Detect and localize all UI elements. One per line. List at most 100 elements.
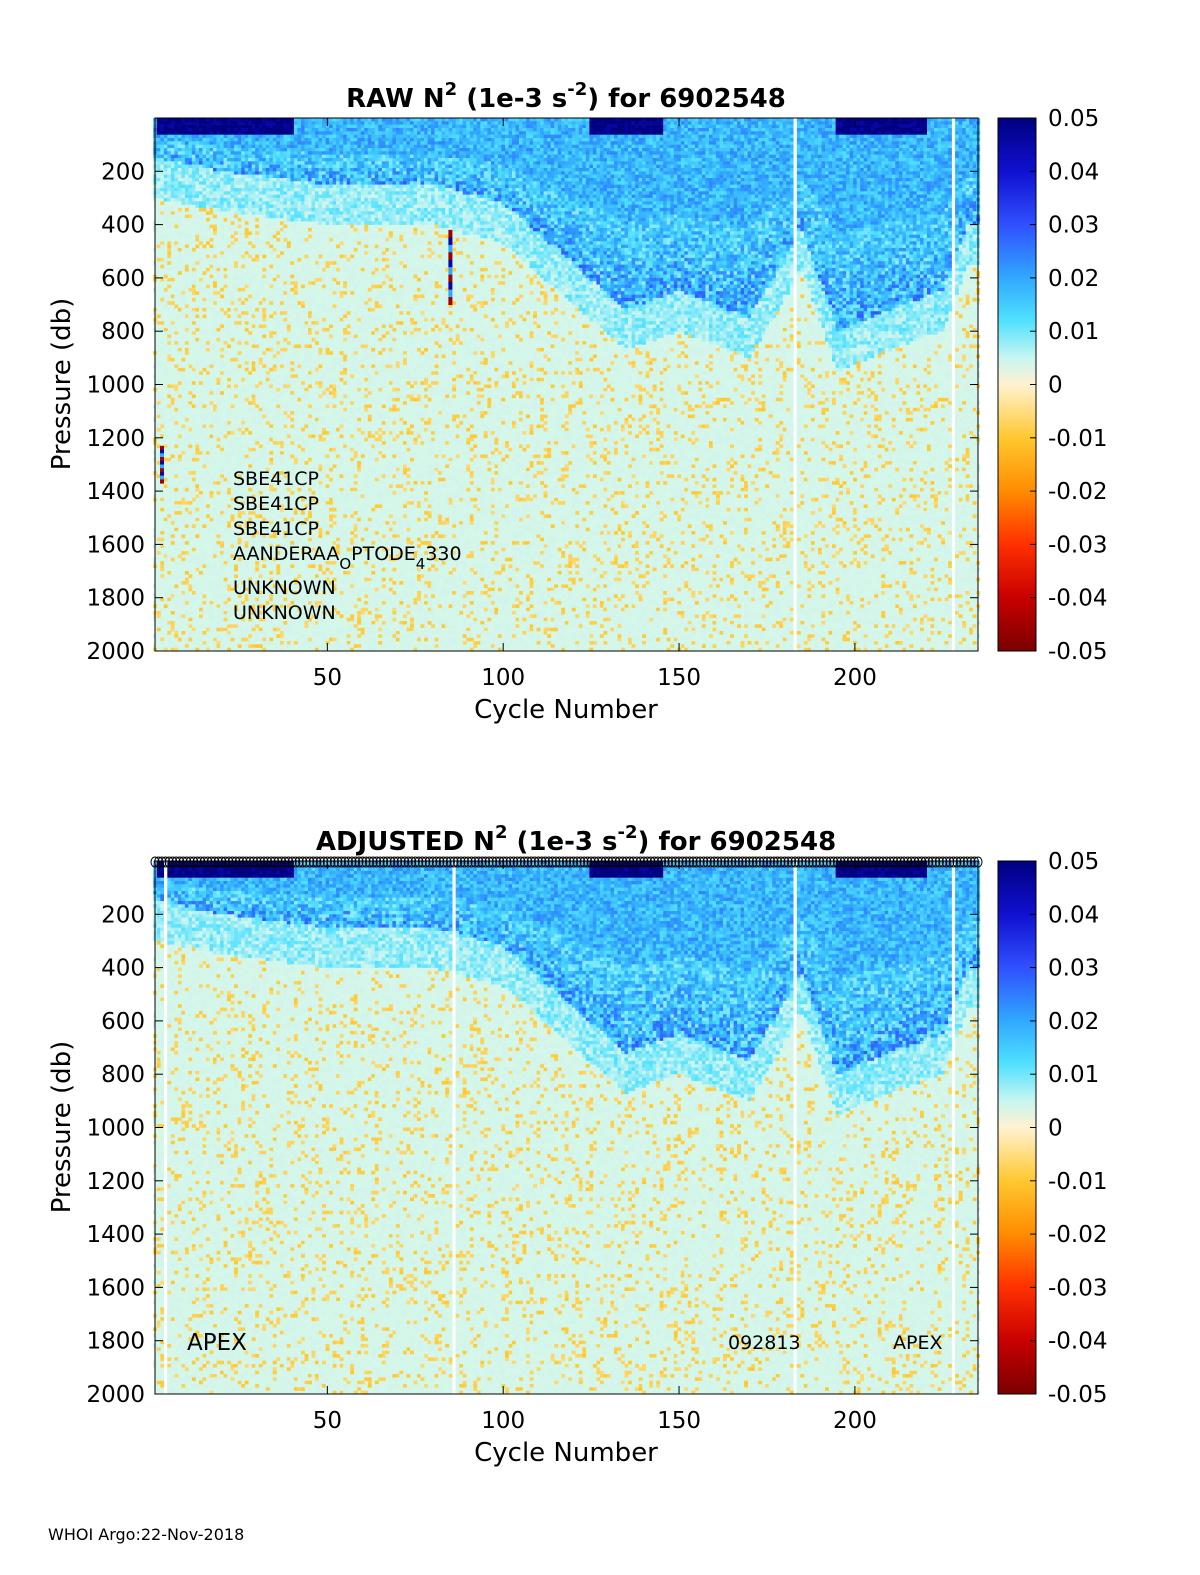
heatmap-cell (374, 138, 379, 142)
heatmap-cell (283, 497, 288, 502)
heatmap-cell (241, 281, 246, 285)
heatmap-cell (304, 188, 309, 192)
heatmap-cell (163, 148, 168, 152)
heatmap-cell (371, 217, 376, 222)
heatmap-cell (220, 337, 224, 342)
heatmap-cell (318, 131, 323, 135)
heatmap-cell (227, 307, 231, 312)
heatmap-cell (258, 514, 263, 519)
heatmap-cell (329, 277, 333, 282)
heatmap-cell (336, 281, 340, 285)
heatmap-cell (237, 267, 242, 272)
heatmap-cell (378, 151, 383, 155)
heatmap-cell (371, 178, 376, 182)
heatmap-cell (318, 277, 323, 282)
heatmap-cell (283, 154, 288, 159)
heatmap-cell (184, 204, 189, 209)
heatmap-cell (223, 647, 228, 652)
heatmap-cell (258, 451, 263, 455)
heatmap-cell (216, 584, 221, 589)
heatmap-cell (255, 597, 260, 602)
heatmap-cell (184, 301, 189, 305)
heatmap-cell (163, 154, 168, 159)
heatmap-cell (160, 134, 165, 139)
heatmap-cell (343, 128, 348, 132)
heatmap-cell (262, 174, 267, 179)
heatmap-cell (255, 581, 260, 585)
heatmap-cell (301, 441, 305, 445)
heatmap-cell (234, 168, 238, 172)
heatmap-cell (202, 347, 207, 352)
heatmap-cell (251, 311, 256, 315)
heatmap-cell (184, 351, 189, 355)
heatmap-cell (251, 257, 256, 262)
heatmap-cell (332, 154, 337, 159)
heatmap-cell (367, 347, 372, 352)
heatmap-cell (304, 637, 309, 642)
heatmap-cell (272, 181, 277, 185)
heatmap-cell (220, 547, 224, 552)
heatmap-cell (237, 391, 242, 395)
heatmap-cell (332, 444, 337, 449)
heatmap-cell (311, 154, 316, 159)
heatmap-cell (195, 231, 200, 235)
heatmap-cell (318, 647, 323, 652)
heatmap-cell (167, 128, 172, 132)
heatmap-cell (241, 138, 246, 142)
heatmap-cell (234, 387, 238, 392)
heatmap-cell (265, 527, 270, 532)
heatmap-cell (329, 447, 333, 452)
heatmap-cell (269, 158, 274, 162)
heatmap-cell (325, 141, 330, 145)
heatmap-cell (329, 467, 333, 472)
heatmap-cell (332, 637, 337, 642)
heatmap-cell (258, 164, 263, 169)
heatmap-cell (315, 577, 319, 582)
heatmap-cell (353, 347, 358, 352)
heatmap-cell (170, 641, 175, 645)
heatmap-cell (290, 144, 295, 149)
heatmap-cell (170, 397, 175, 402)
heatmap-cell (346, 547, 351, 552)
heatmap-cell (322, 154, 326, 159)
heatmap-cell (346, 174, 351, 179)
heatmap-cell (360, 457, 365, 462)
heatmap-cell (339, 351, 344, 355)
heatmap-cell (374, 297, 379, 302)
heatmap-cell (308, 537, 312, 542)
heatmap-cell (181, 131, 186, 135)
heatmap-cell (350, 184, 355, 189)
heatmap-cell (346, 257, 351, 262)
heatmap-cell (174, 474, 179, 479)
heatmap-cell (290, 631, 295, 635)
heatmap-cell (241, 501, 246, 505)
heatmap-cell (283, 207, 288, 212)
heatmap-cell (360, 197, 365, 202)
heatmap-cell (265, 191, 270, 195)
heatmap-cell (234, 274, 238, 279)
heatmap-cell (374, 174, 379, 179)
heatmap-cell (167, 184, 172, 189)
heatmap-cell (308, 404, 312, 409)
heatmap-cell (262, 537, 267, 542)
heatmap-cell (167, 214, 172, 219)
heatmap-cell (181, 597, 186, 602)
heatmap-cell (322, 304, 326, 309)
heatmap-cell (293, 334, 298, 339)
heatmap-cell (167, 514, 172, 519)
heatmap-cell (202, 524, 207, 529)
heatmap-cell (213, 584, 217, 589)
heatmap-cell (374, 587, 379, 592)
heatmap-cell (357, 514, 362, 519)
heatmap-cell (304, 551, 309, 555)
heatmap-cell (332, 591, 337, 595)
heatmap-cell (311, 327, 316, 332)
heatmap-cell (251, 191, 256, 195)
heatmap-cell (385, 161, 390, 165)
heatmap-cell (304, 397, 309, 402)
heatmap-cell (177, 184, 182, 189)
heatmap-cell (311, 138, 316, 142)
heatmap-cell (357, 361, 362, 365)
heatmap-cell (170, 161, 175, 165)
heatmap-cell (283, 194, 288, 199)
